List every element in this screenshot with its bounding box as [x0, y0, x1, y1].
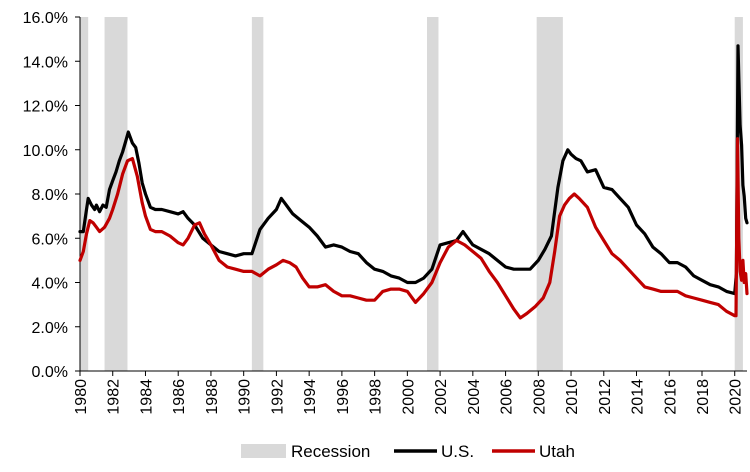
- recession-band-4: [536, 17, 563, 371]
- x-tick-label: 2012: [597, 379, 614, 415]
- y-tick-label: 4.0%: [32, 276, 68, 293]
- x-tick-label: 2020: [728, 379, 745, 415]
- y-tick-label: 10.0%: [23, 143, 68, 160]
- x-tick-label: 2008: [531, 379, 548, 415]
- series-line-utah: [78, 137, 749, 320]
- x-tick-label: 1980: [73, 379, 90, 415]
- legend-label-recession: Recession: [291, 442, 370, 461]
- axes: [75, 16, 747, 376]
- x-tick-label: 2018: [695, 379, 712, 415]
- x-tick-label: 1994: [302, 379, 319, 415]
- legend-label-utah: Utah: [539, 442, 575, 461]
- x-tick-label: 1998: [368, 379, 385, 415]
- legend: Recession U.S. Utah: [241, 442, 575, 461]
- x-tick-label: 1990: [237, 379, 254, 415]
- y-tick-label: 14.0%: [23, 54, 68, 71]
- recession-band-3: [427, 17, 439, 371]
- legend-label-us: U.S.: [441, 442, 474, 461]
- x-tick-label: 2014: [630, 379, 647, 415]
- x-tick-label: 2010: [564, 379, 581, 415]
- y-tick-labels: 0.0% 2.0% 4.0% 6.0% 8.0% 10.0% 12.0% 14.0% 16.0%: [23, 10, 68, 381]
- y-tick-label: 16.0%: [23, 10, 68, 27]
- series-lines: [78, 44, 749, 320]
- y-tick-label: 12.0%: [23, 99, 68, 116]
- x-tick-label: 1982: [106, 379, 123, 415]
- recession-band-2: [251, 17, 264, 371]
- x-tick-label: 2006: [499, 379, 516, 415]
- recession-band-0: [80, 17, 89, 371]
- x-tick-label: 2000: [400, 379, 417, 415]
- x-tick-label: 1988: [204, 379, 221, 415]
- x-tick-label: 1996: [335, 379, 352, 415]
- y-tick-label: 2.0%: [32, 320, 68, 337]
- y-tick-label: 8.0%: [32, 187, 68, 204]
- x-tick-label: 1986: [171, 379, 188, 415]
- recession-bands: [80, 17, 743, 371]
- x-tick-label: 2002: [433, 379, 450, 415]
- x-tick-label: 2004: [466, 379, 483, 415]
- x-tick-label: 1992: [269, 379, 286, 415]
- x-tick-label: 2016: [662, 379, 679, 415]
- x-tick-labels: 1980 1982 1984 1986 1988 1990 1992 1994 1996 1998…: [73, 379, 745, 415]
- y-tick-label: 0.0%: [32, 364, 68, 381]
- x-tick-label: 1984: [138, 379, 155, 415]
- series-line-u-s: [78, 44, 749, 296]
- legend-swatch-recession: [241, 444, 286, 458]
- y-tick-label: 6.0%: [32, 231, 68, 248]
